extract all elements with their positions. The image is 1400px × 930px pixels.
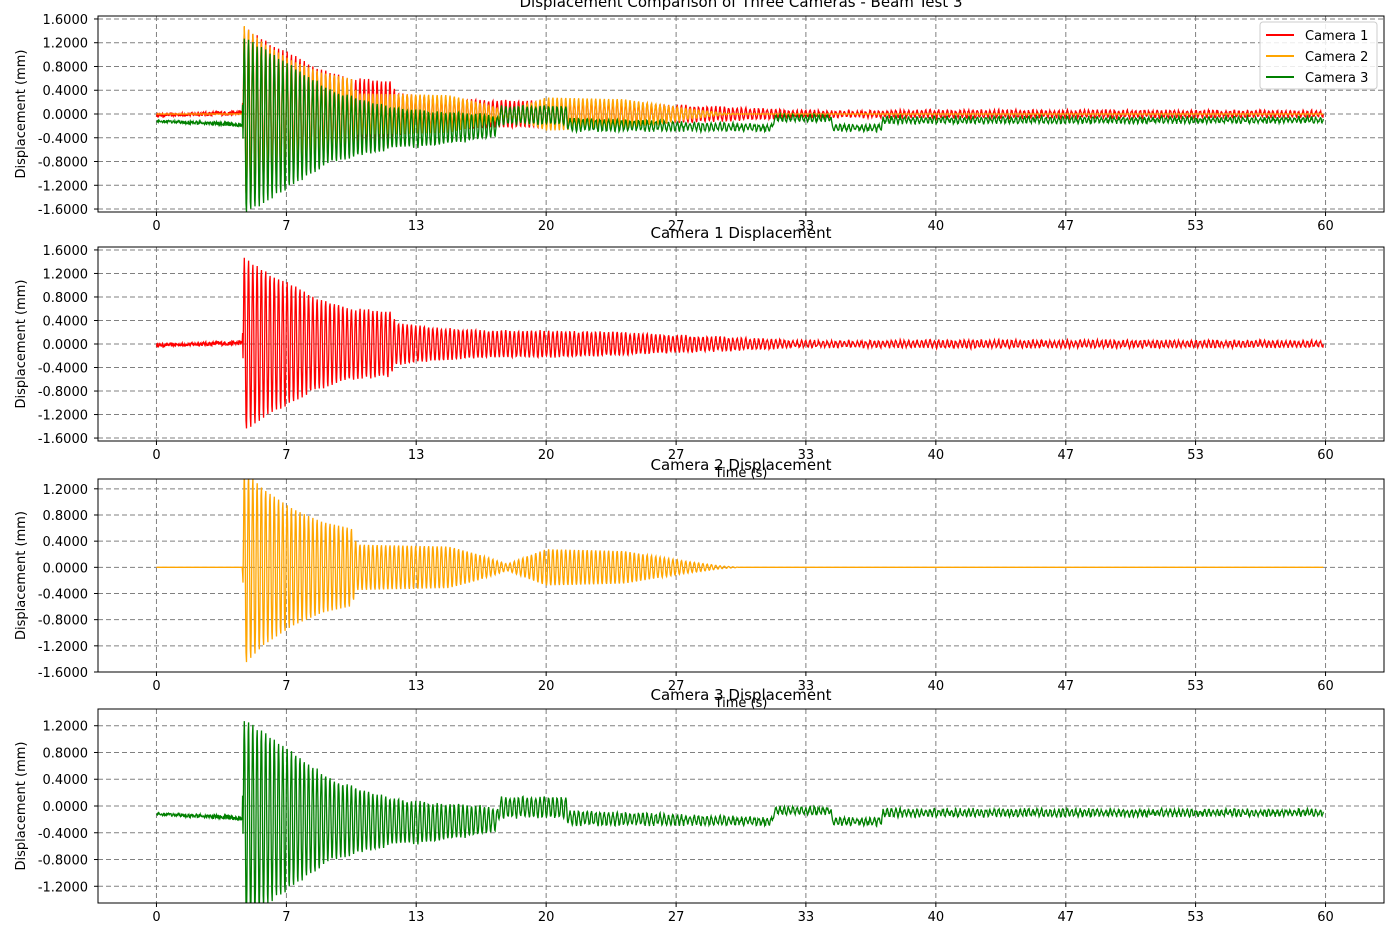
subplot-4: 0 7 13 20 27 33 40 47 53 60 -1.2000 -0.8000 -0.4000 0… [14,686,1385,925]
x-tick-label: 27 [668,219,685,234]
x-tick-label: 20 [538,448,555,463]
y-tick-label: -0.8000 [38,156,88,171]
x-tick-label: 53 [1187,910,1204,925]
x-tick-label: 53 [1187,679,1204,694]
y-tick-label: -1.2000 [38,880,88,895]
legend-label: Camera 1 [1305,29,1368,44]
legend-label: Camera 3 [1305,71,1368,86]
subplot-3: 0 7 13 20 27 33 40 47 53 60 -1.6000 -1.2000 -0.8000 -… [14,456,1385,694]
x-tick-label: 33 [798,219,815,234]
x-tick-label: 13 [408,219,425,234]
subplot-1: 0 7 13 20 27 33 40 47 53 60 -1.6000 -1.2000 -0.8000 -… [14,0,1385,234]
chart-title: Camera 3 Displacement [650,686,831,704]
legend-box [1259,21,1378,90]
y-axis-label: Displacement (mm) [14,280,29,409]
x-tick-label: 0 [152,219,160,234]
x-tick-label: 7 [282,679,290,694]
y-tick-label: 0.8000 [43,509,89,524]
series-line-cam2 [156,25,1324,201]
y-tick-label: 0.0000 [43,800,89,815]
y-tick-label: 0.4000 [43,535,89,550]
y-tick-label: -1.6000 [38,666,88,681]
y-axis-label: Displacement (mm) [14,742,29,871]
x-axis-label: Time (s) [714,696,768,711]
series-line-cam3 [156,38,1324,212]
x-tick-label: 47 [1058,219,1075,234]
y-tick-label: -0.8000 [38,854,88,869]
series-line-cam3 [156,721,1324,903]
series-line-cam1 [155,257,1324,429]
x-tick-label: 0 [152,448,160,463]
x-tick-label: 7 [282,448,290,463]
y-tick-label: -1.6000 [38,432,88,447]
x-tick-label: 20 [538,910,555,925]
x-tick-label: 53 [1187,448,1204,463]
x-tick-label: 20 [538,679,555,694]
y-tick-label: 1.2000 [43,720,89,735]
y-tick-label: 1.6000 [43,13,89,28]
x-tick-label: 47 [1058,679,1075,694]
x-tick-label: 33 [798,679,815,694]
y-tick-label: 1.2000 [43,267,89,282]
y-tick-label: -0.8000 [38,385,88,400]
chart-title: Displacement Comparison of Three Cameras… [520,0,963,11]
x-tick-label: 60 [1317,910,1334,925]
x-tick-label: 0 [152,910,160,925]
x-axis-label: Time (s) [714,466,768,481]
x-tick-label: 27 [668,679,685,694]
axes-frame [97,478,1385,673]
x-tick-label: 13 [408,679,425,694]
y-tick-label: -0.4000 [38,132,88,147]
y-tick-label: 0.0000 [43,108,89,123]
legend-label: Camera 2 [1305,50,1368,65]
x-tick-label: 7 [282,219,290,234]
x-tick-label: 40 [928,219,945,234]
y-tick-label: 1.6000 [43,244,89,259]
x-tick-label: 40 [928,679,945,694]
x-tick-label: 27 [668,448,685,463]
x-tick-label: 13 [408,448,425,463]
y-tick-label: 0.8000 [43,60,89,75]
legend: Camera 1 Camera 2 Camera 3 [1259,21,1378,90]
x-tick-label: 33 [798,448,815,463]
y-tick-label: 0.4000 [43,314,89,329]
y-tick-label: -1.2000 [38,179,88,194]
y-tick-label: 1.2000 [43,483,89,498]
y-tick-label: 0.8000 [43,291,89,306]
y-tick-label: -1.2000 [38,409,88,424]
series-line-cam2 [156,479,1324,663]
chart-title: Camera 2 Displacement [650,456,831,474]
x-tick-label: 40 [928,448,945,463]
y-tick-label: -0.8000 [38,614,88,629]
y-tick-label: 0.4000 [43,773,89,788]
y-tick-label: -0.4000 [38,827,88,842]
subplot-2: 0 7 13 20 27 33 40 47 53 60 -1.6000 -1.2000 -0.8000 -… [14,224,1385,463]
x-tick-label: 40 [928,910,945,925]
y-tick-label: 0.8000 [43,746,89,761]
y-axis-label: Displacement (mm) [14,50,29,179]
y-tick-label: 0.4000 [43,84,89,99]
x-tick-label: 20 [538,219,555,234]
y-tick-label: -1.2000 [38,640,88,655]
x-tick-label: 13 [408,910,425,925]
y-tick-label: -1.6000 [38,203,88,218]
x-tick-label: 60 [1317,219,1334,234]
y-axis-label: Displacement (mm) [14,511,29,640]
y-tick-label: 0.0000 [43,561,89,576]
y-tick-label: -0.4000 [38,362,88,377]
x-tick-label: 0 [152,679,160,694]
x-tick-label: 33 [798,910,815,925]
x-tick-label: 7 [282,910,290,925]
y-tick-label: 0.0000 [43,338,89,353]
y-tick-label: -0.4000 [38,587,88,602]
x-tick-label: 60 [1317,679,1334,694]
chart-title: Camera 1 Displacement [650,224,831,242]
x-tick-label: 47 [1058,448,1075,463]
x-tick-label: 53 [1187,219,1204,234]
x-tick-label: 27 [668,910,685,925]
x-tick-label: 47 [1058,910,1075,925]
x-tick-label: 60 [1317,448,1334,463]
y-tick-label: 1.2000 [43,37,89,52]
